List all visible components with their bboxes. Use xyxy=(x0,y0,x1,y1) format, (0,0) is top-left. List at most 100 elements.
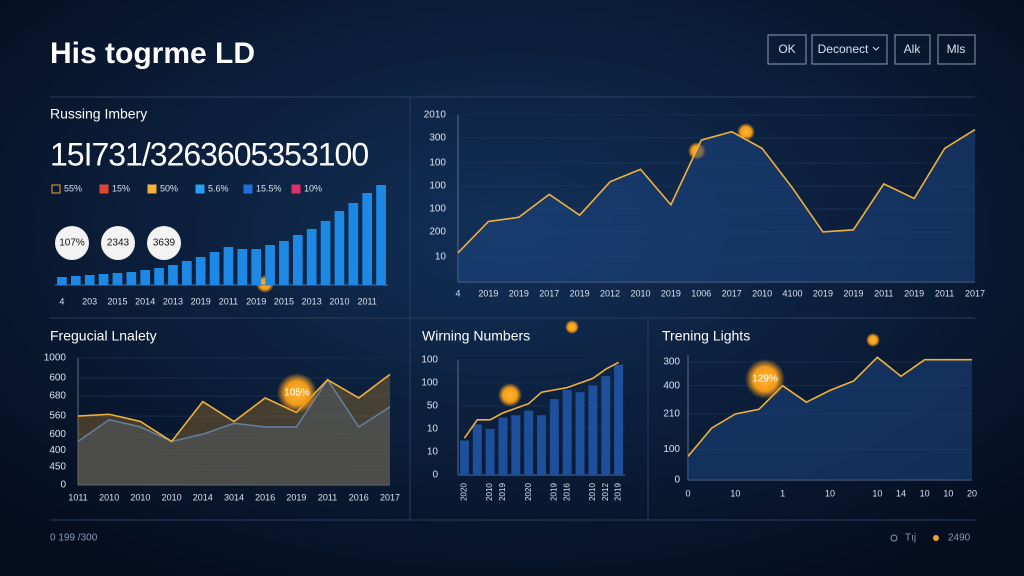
bar xyxy=(498,417,508,475)
x-tick-label: 4 xyxy=(59,296,64,306)
bar xyxy=(154,268,164,285)
legend-swatch xyxy=(243,184,253,194)
y-tick-label: 200 xyxy=(429,227,446,238)
x-tick-label: 2019 xyxy=(843,288,863,298)
y-tick-label: 600 xyxy=(49,373,66,384)
y-tick-label: 10 xyxy=(435,252,447,263)
x-tick-label: 2011 xyxy=(935,288,954,298)
button[interactable] xyxy=(937,34,976,65)
panel-title: Trening Lights xyxy=(662,328,750,344)
bar xyxy=(562,389,572,475)
badge xyxy=(277,373,317,413)
x-tick-label: 3014 xyxy=(224,492,244,502)
x-tick-label: 2017 xyxy=(539,288,559,298)
badge-label: 2343 xyxy=(107,238,130,249)
x-tick-label: 2019 xyxy=(498,483,507,501)
badge xyxy=(745,359,785,399)
x-tick-label: 2014 xyxy=(193,492,213,502)
bar xyxy=(126,272,137,285)
y-tick-label: 400 xyxy=(49,445,66,456)
y-tick-label: 300 xyxy=(429,133,446,144)
x-tick-label: 2010 xyxy=(588,483,597,501)
bar xyxy=(98,274,109,285)
button-label: Alk xyxy=(904,42,922,56)
x-tick-label: 2010 xyxy=(485,483,494,501)
y-tick-label: 210 xyxy=(663,409,680,420)
bar xyxy=(348,203,359,285)
x-tick-label: 4 xyxy=(455,288,460,298)
x-tick-label: 2010 xyxy=(162,492,182,502)
bar xyxy=(265,245,275,285)
badge xyxy=(101,226,135,260)
x-tick-label: 2013 xyxy=(163,296,183,306)
x-tick-label: 2013 xyxy=(302,296,322,306)
x-tick-label: 2014 xyxy=(135,296,155,306)
x-tick-label: 2011 xyxy=(874,288,893,298)
x-tick-label: 2012 xyxy=(600,288,620,298)
y-tick-label: 1000 xyxy=(44,353,67,364)
y-tick-label: 300 xyxy=(663,357,680,368)
x-tick-label: 10 xyxy=(943,488,953,498)
bar xyxy=(292,235,303,285)
button[interactable] xyxy=(767,34,807,65)
line xyxy=(457,128,976,254)
x-tick-label: 2010 xyxy=(752,288,772,298)
bar xyxy=(472,424,482,475)
y-tick-label: 2010 xyxy=(424,110,447,121)
legend-label: 15% xyxy=(112,183,130,193)
x-tick-label: 10 xyxy=(730,488,740,498)
x-tick-label: 2011 xyxy=(358,296,377,306)
bar xyxy=(251,249,262,285)
dropdown[interactable] xyxy=(811,34,888,65)
footer-text: Tıj xyxy=(905,533,916,544)
x-tick-label: 4100 xyxy=(783,288,803,298)
x-tick-label: 1006 xyxy=(691,288,711,298)
button[interactable] xyxy=(894,34,931,65)
legend-label: 55% xyxy=(64,183,82,193)
y-tick-label: 600 xyxy=(49,429,66,440)
status-dot xyxy=(933,535,939,541)
x-tick-label: 2019 xyxy=(614,483,623,501)
y-tick-label: 0 xyxy=(60,480,66,491)
y-tick-label: 100 xyxy=(421,355,438,366)
legend-label: 15.5% xyxy=(256,183,282,193)
x-tick-label: 2019 xyxy=(478,288,498,298)
x-tick-label: 2011 xyxy=(219,296,238,306)
bar xyxy=(209,252,220,285)
highlight-dot xyxy=(498,383,522,407)
status-icon xyxy=(890,534,898,542)
bar xyxy=(84,275,95,285)
x-tick-label: 2019 xyxy=(904,288,924,298)
y-tick-label: 0 xyxy=(432,470,438,481)
legend-swatch xyxy=(195,184,205,194)
bar xyxy=(112,273,123,285)
button-label: Mls xyxy=(947,42,966,56)
bar xyxy=(306,229,317,285)
area xyxy=(688,357,972,480)
y-tick-label: 100 xyxy=(663,444,680,455)
bar xyxy=(537,415,546,475)
legend-swatch xyxy=(147,184,157,194)
x-tick-label: 10 xyxy=(825,488,835,498)
x-tick-label: 203 xyxy=(82,296,97,306)
bar xyxy=(279,241,289,285)
bar xyxy=(237,249,248,285)
x-tick-label: 2019 xyxy=(570,288,590,298)
y-tick-label: 0 xyxy=(674,475,680,486)
bar xyxy=(181,261,192,285)
y-tick-label: 100 xyxy=(429,181,446,192)
x-tick-label: 2015 xyxy=(107,296,127,306)
x-tick-label: 10 xyxy=(920,488,930,498)
badge-label: 107% xyxy=(59,238,85,249)
page-title: His togrme LD xyxy=(50,37,255,70)
bar xyxy=(601,376,611,475)
legend-swatch xyxy=(99,184,109,194)
x-tick-label: 2019 xyxy=(246,296,266,306)
x-tick-label: 0 xyxy=(685,488,690,498)
x-tick-label: 2017 xyxy=(722,288,742,298)
x-tick-label: 2019 xyxy=(191,296,211,306)
panel-title: Wirning Numbers xyxy=(422,328,530,344)
bar xyxy=(70,276,81,285)
footer-text: 0 199 /300 xyxy=(50,533,98,544)
